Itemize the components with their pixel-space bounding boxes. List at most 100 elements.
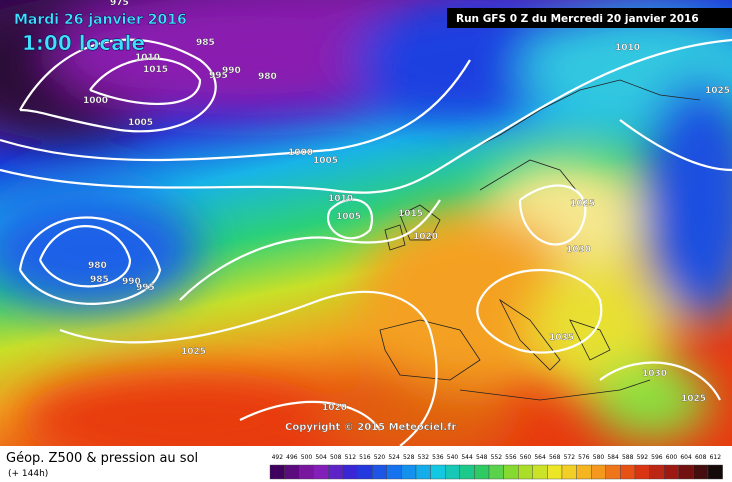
isobar-label: 990 (122, 277, 141, 287)
scale-swatch (620, 464, 636, 480)
scale-label: 504 (315, 454, 327, 461)
isobars (0, 38, 732, 447)
scale-label: 516 (359, 454, 371, 461)
isobar-label: 980 (258, 72, 277, 82)
isobar-label: 985 (196, 38, 215, 48)
isobar-label: 995 (136, 283, 155, 293)
isobar-label: 1005 (313, 156, 338, 166)
valid-date: Mardi 26 janvier 2016 (14, 12, 187, 28)
scale-swatch (503, 464, 519, 480)
scale-swatch (269, 464, 285, 480)
isobar-label: 980 (88, 261, 107, 271)
local-time: 1:00 locale (22, 31, 145, 55)
scale-swatch (299, 464, 315, 480)
isobar-labels: 9759851010101599599098010001005100010051… (83, 0, 730, 413)
scale-swatch (532, 464, 548, 480)
coastlines (379, 79, 701, 401)
scale-label: 576 (578, 454, 590, 461)
scale-swatch (342, 464, 358, 480)
footer-lead: (+ 144h) (8, 469, 48, 479)
scale-label: 596 (651, 454, 663, 461)
scale-label: 496 (286, 454, 298, 461)
scale-swatch (313, 464, 329, 480)
scale-label: 564 (534, 454, 546, 461)
scale-swatch (591, 464, 607, 480)
run-banner (447, 8, 732, 28)
scale-swatch (459, 464, 475, 480)
footer-title: Géop. Z500 & pression au sol (6, 451, 198, 466)
scale-swatch (474, 464, 490, 480)
isobar-label: 1025 (181, 347, 206, 357)
scale-label: 608 (695, 454, 707, 461)
scale-label: 580 (593, 454, 605, 461)
isobar-label: 1010 (135, 53, 160, 63)
scale-swatch (488, 464, 504, 480)
isobar-label: 1010 (328, 194, 353, 204)
scale-swatch (707, 464, 723, 480)
scale-swatch (386, 464, 402, 480)
isobar-label: 1010 (615, 43, 640, 53)
scale-label: 544 (461, 454, 473, 461)
scale-label: 604 (680, 454, 692, 461)
scale-swatch (430, 464, 446, 480)
scale-swatch (372, 464, 388, 480)
scale-label: 556 (505, 454, 517, 461)
scale-swatch (401, 464, 417, 480)
isobar-label: 990 (222, 66, 241, 76)
isobar-label: 1015 (398, 209, 423, 219)
scale-label: 492 (272, 454, 284, 461)
scale-swatch (284, 464, 300, 480)
scale-swatch (547, 464, 563, 480)
scale-swatch (649, 464, 665, 480)
scale-label: 548 (476, 454, 488, 461)
isobar-label: 975 (110, 0, 129, 8)
isobar-label: 1035 (549, 333, 574, 343)
isobar-label: 995 (209, 71, 228, 81)
isobar-label: 1000 (288, 148, 313, 158)
scale-label: 592 (637, 454, 649, 461)
isobar-label: 1025 (681, 394, 706, 404)
run-info: Run GFS 0 Z du Mercredi 20 janvier 2016 (456, 13, 699, 25)
scale-label: 520 (374, 454, 386, 461)
scale-swatch (605, 464, 621, 480)
scale-swatch (518, 464, 534, 480)
geopotential-field (0, 0, 732, 470)
scale-label: 584 (607, 454, 619, 461)
isobar-label: 1020 (413, 232, 438, 242)
scale-swatch (561, 464, 577, 480)
scale-swatch (634, 464, 650, 480)
scale-label: 572 (564, 454, 576, 461)
scale-swatch (445, 464, 461, 480)
isobar-label: 1020 (322, 403, 347, 413)
isobar-label: 1025 (705, 86, 730, 96)
scale-label: 588 (622, 454, 634, 461)
scale-label: 500 (301, 454, 313, 461)
scale-swatch (664, 464, 680, 480)
scale-swatch (328, 464, 344, 480)
copyright: Copyright © 2015 Meteociel.fr (285, 422, 456, 433)
scale-label: 540 (447, 454, 459, 461)
scale-swatch (357, 464, 373, 480)
scale-label: 600 (666, 454, 678, 461)
isobar-label: 1005 (336, 212, 361, 222)
isobar-label: 1025 (570, 199, 595, 209)
scale-label: 508 (330, 454, 342, 461)
isobar-label: 1030 (642, 369, 667, 379)
isobar-label: 985 (90, 275, 109, 285)
scale-label: 552 (491, 454, 503, 461)
scale-swatch (576, 464, 592, 480)
scale-label: 568 (549, 454, 561, 461)
scale-label: 524 (388, 454, 400, 461)
scale-label: 528 (403, 454, 415, 461)
scale-swatch (415, 464, 431, 480)
scale-swatch (678, 464, 694, 480)
isobar-label: 1030 (566, 245, 591, 255)
isobar-label: 1005 (128, 118, 153, 128)
scale-label: 536 (432, 454, 444, 461)
isobar-label: 1000 (83, 96, 108, 106)
isobar-label: 1015 (143, 65, 168, 75)
scale-label: 560 (520, 454, 532, 461)
scale-label: 532 (418, 454, 430, 461)
